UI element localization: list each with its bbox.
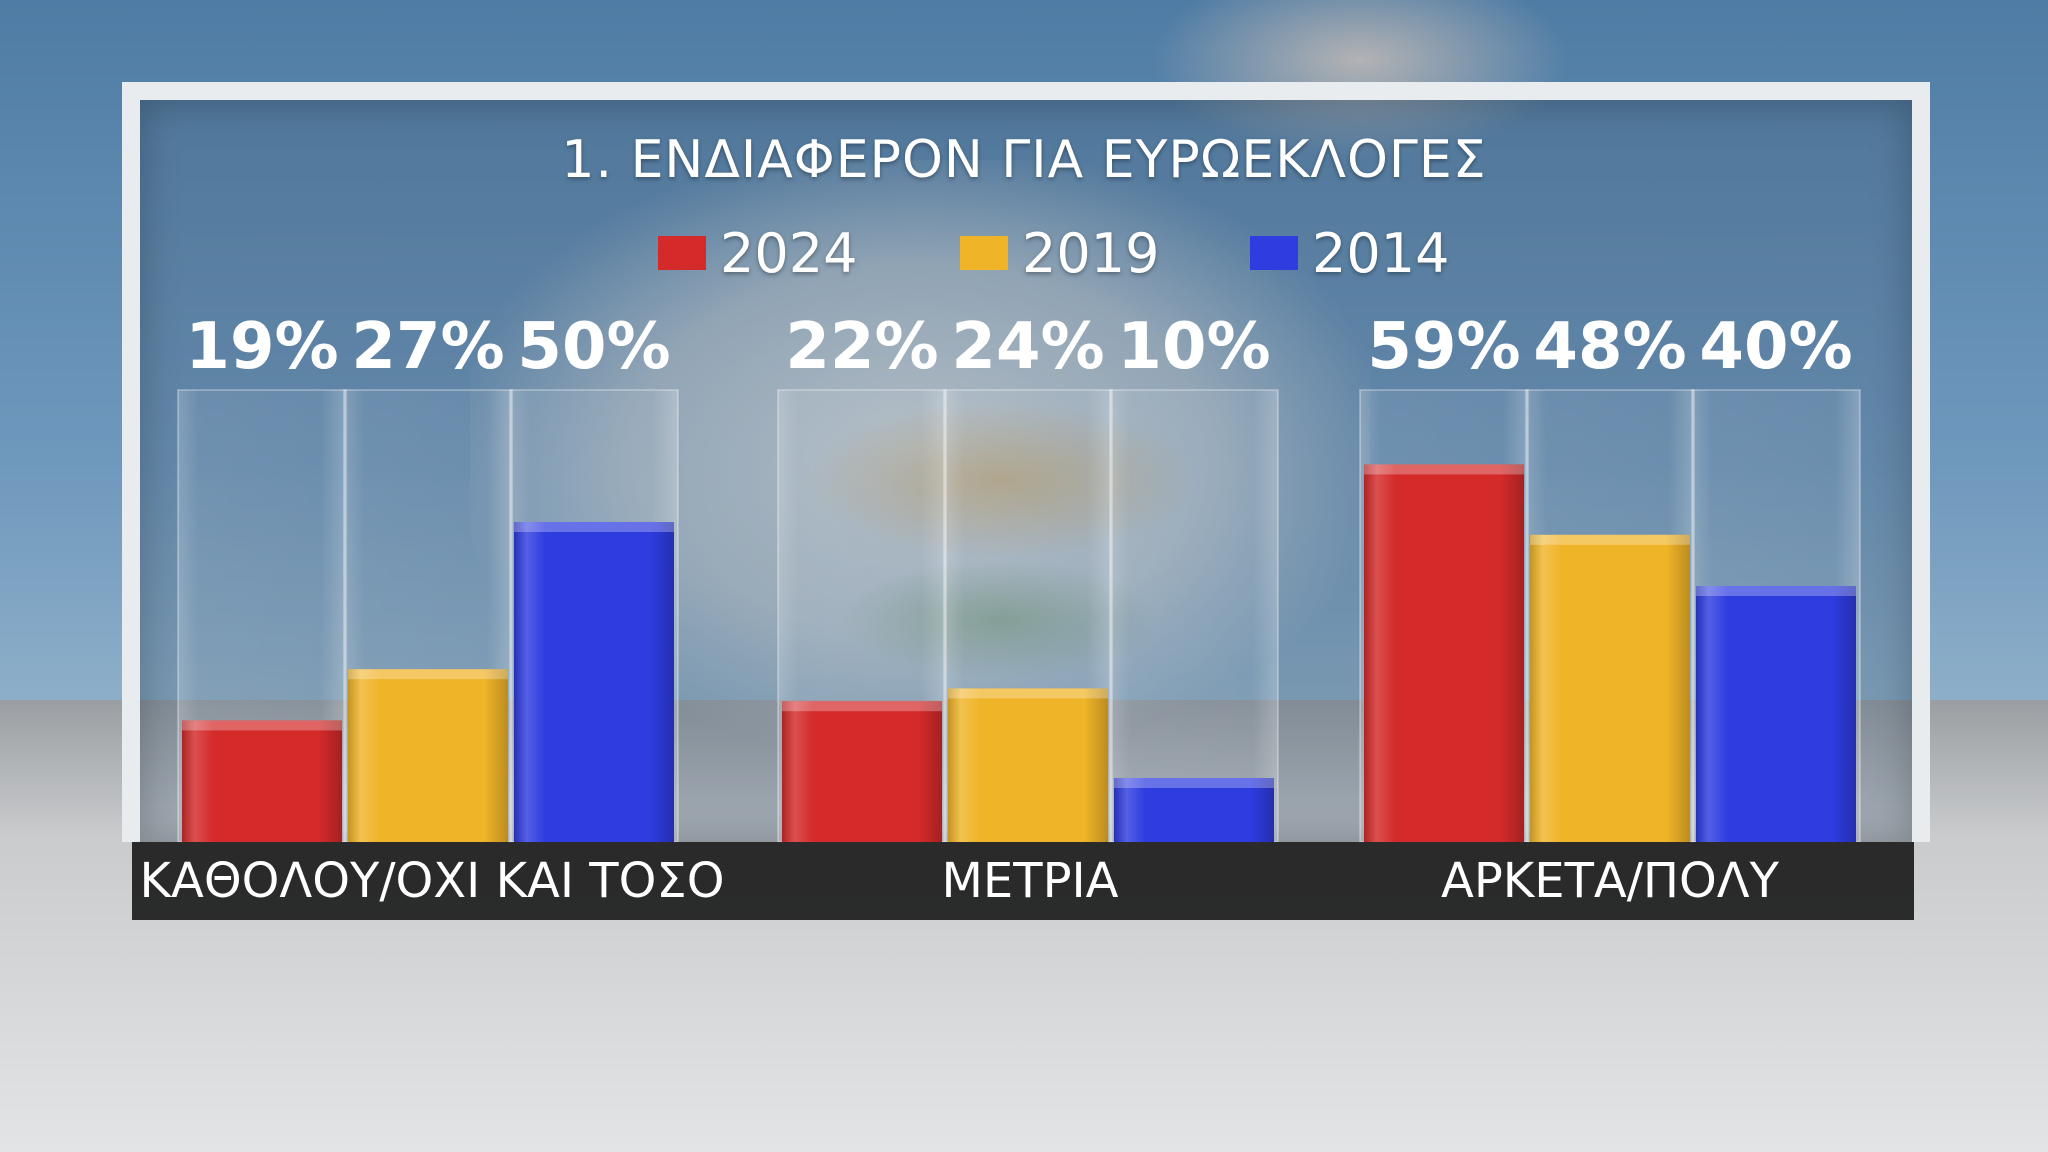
bar-shine-2014-2 <box>1696 586 1856 842</box>
bar-cap-2024-0 <box>182 720 342 731</box>
legend-swatch-2019 <box>960 236 1008 270</box>
category-label-1: ΜΕΤΡΙΑ <box>941 853 1119 909</box>
legend-label-2024: 2024 <box>720 222 858 285</box>
bar-shine-2024-2 <box>1364 464 1524 842</box>
background-hand <box>1150 0 1570 160</box>
chart-legend: 2024 2019 2014 <box>0 222 2048 285</box>
legend-swatch-2024 <box>658 236 706 270</box>
bar-shine-2024-0 <box>182 720 342 842</box>
bar-shine-2024-1 <box>782 701 942 842</box>
bar-shine-2014-1 <box>1114 778 1274 842</box>
bar-shine-2019-1 <box>948 688 1108 842</box>
chart-title: 1. ΕΝΔΙΑΦΕΡΟΝ ΓΙΑ ΕΥΡΩΕΚΛΟΓΕΣ <box>561 130 1487 190</box>
legend-label-2014: 2014 <box>1312 222 1450 285</box>
bar-tube-2014-1 <box>1109 389 1279 843</box>
bar-cap-2019-2 <box>1530 534 1690 545</box>
category-label-0: ΚΑΘΟΛΟΥ/ΟΧΙ ΚΑΙ ΤΟΣΟ <box>139 853 725 909</box>
bar-cap-2024-2 <box>1364 464 1524 475</box>
category-label-strip <box>132 842 1914 920</box>
bar-shine-2014-0 <box>514 522 674 842</box>
bar-cap-2019-1 <box>948 688 1108 699</box>
legend-swatch-2014 <box>1250 236 1298 270</box>
data-label-2019-1: 24% <box>951 310 1104 384</box>
data-label-2014-0: 50% <box>517 310 670 384</box>
data-label-2024-2: 59% <box>1367 310 1520 384</box>
bar-cap-2014-2 <box>1696 586 1856 596</box>
data-label-2019-0: 27% <box>351 310 504 384</box>
data-label-2014-1: 10% <box>1117 310 1270 384</box>
bar-shine-2019-2 <box>1530 534 1690 842</box>
data-label-2019-2: 48% <box>1533 310 1686 384</box>
bar-shine-2019-0 <box>348 669 508 842</box>
bar-cap-2014-0 <box>514 522 674 532</box>
data-label-2014-2: 40% <box>1699 310 1852 384</box>
legend-label-2019: 2019 <box>1022 222 1160 285</box>
data-label-2024-1: 22% <box>785 310 938 384</box>
bar-cap-2019-0 <box>348 669 508 680</box>
bar-cap-2024-1 <box>782 701 942 712</box>
category-label-2: ΑΡΚΕΤΑ/ΠΟΛΥ <box>1441 853 1779 909</box>
bar-cap-2014-1 <box>1114 778 1274 788</box>
data-label-2024-0: 19% <box>185 310 338 384</box>
